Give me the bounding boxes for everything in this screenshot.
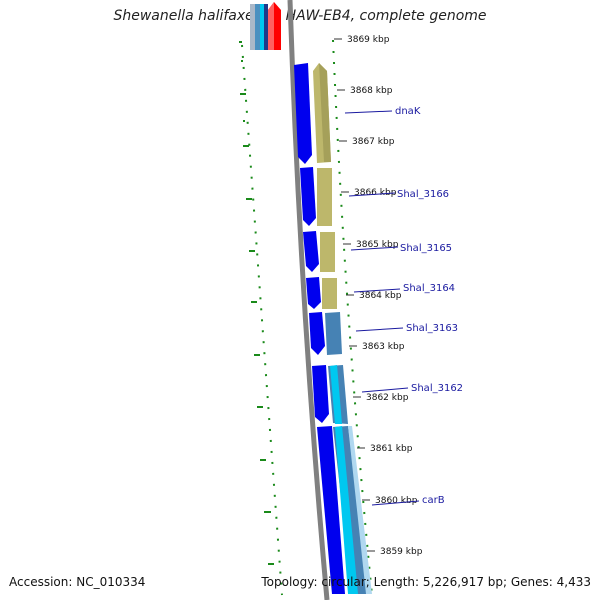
gene-label-shal-3163: Shal_3163 — [406, 323, 458, 334]
tick-label: 3866 kbp — [354, 188, 397, 198]
cds-forward-1 — [294, 63, 312, 164]
tick-label: 3863 kbp — [362, 342, 405, 352]
tick-label: 3859 kbp — [380, 547, 423, 557]
tick-label: 3865 kbp — [356, 240, 399, 250]
gene-label-shal-3162: Shal_3162 — [411, 383, 463, 394]
tick-label: 3861 kbp — [370, 444, 413, 454]
forward-cds-track — [294, 63, 345, 594]
genome-backbone — [287, 0, 330, 600]
accession-text: Accession: NC_010334 — [9, 575, 146, 589]
tick-label: 3860 kbp — [375, 496, 418, 506]
kbp-ticks — [334, 38, 375, 552]
top-features — [250, 2, 281, 50]
gc-dotted-lines — [241, 39, 373, 596]
cds-reverse-3 — [320, 232, 335, 272]
kbp-tick-labels: 3869 kbp 3868 kbp 3867 kbp 3866 kbp 3865… — [347, 35, 423, 557]
cds-forward-3 — [303, 231, 319, 272]
gene-label-shal-3164: Shal_3164 — [403, 283, 455, 294]
cds-forward-6 — [312, 365, 329, 423]
cds-forward-2 — [300, 167, 316, 226]
cds-reverse-7-light — [348, 426, 372, 594]
cds-reverse-2 — [317, 168, 332, 226]
cds-reverse-1-shade — [319, 63, 331, 162]
cds-forward-4 — [306, 277, 321, 309]
gene-label-shal-3166: Shal_3166 — [397, 189, 449, 200]
cds-reverse-6-cyan — [330, 365, 342, 424]
gene-label-shal-3165: Shal_3165 — [400, 243, 452, 254]
cds-forward-5 — [309, 312, 325, 355]
gene-labels: dnaK Shal_3166 Shal_3165 Shal_3164 Shal_… — [395, 106, 463, 506]
tick-label: 3869 kbp — [347, 35, 390, 45]
gene-label-dnak: dnaK — [395, 106, 421, 117]
reverse-cds-track — [313, 63, 372, 594]
tick-label: 3862 kbp — [366, 393, 409, 403]
tick-label: 3867 kbp — [352, 137, 395, 147]
genome-summary-text: Topology: circular; Length: 5,226,917 bp… — [261, 575, 591, 589]
cds-forward-7 — [317, 426, 345, 594]
gc-skew-track — [239, 41, 274, 565]
cds-reverse-7-cyan — [335, 426, 358, 594]
tick-label: 3864 kbp — [359, 291, 402, 301]
cds-reverse-4 — [322, 278, 337, 309]
gene-label-carb: carB — [422, 495, 445, 506]
map-title: Shewanella halifaxensis HAW-EB4, complet… — [113, 8, 487, 24]
gene-label-lines — [344, 110, 420, 506]
tick-label: 3868 kbp — [350, 86, 393, 96]
cds-reverse-5 — [325, 312, 342, 355]
